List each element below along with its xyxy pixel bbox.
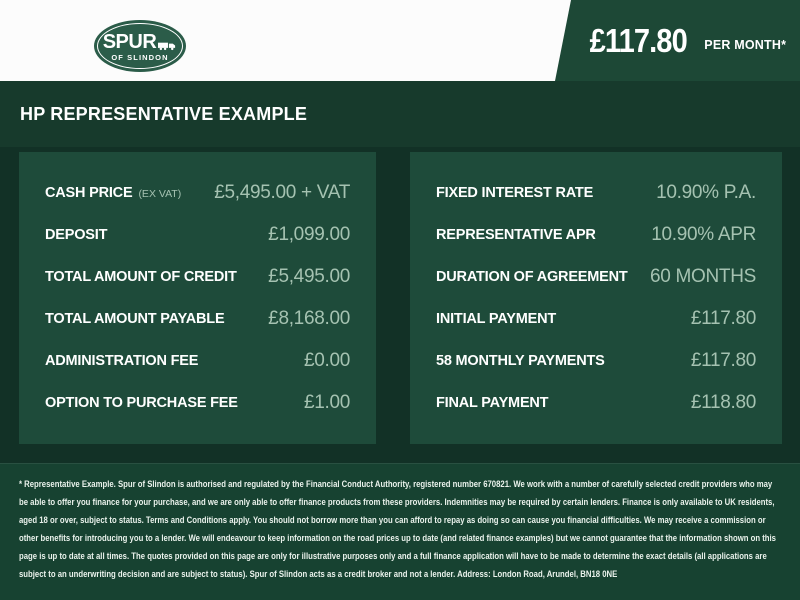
row-label: DURATION OF AGREEMENT xyxy=(436,269,628,285)
legal-footer: * Representative Example. Spur of Slindo… xyxy=(0,463,800,600)
spur-of-slindon-logo: SPUR OF SLINDON xyxy=(94,20,186,72)
title-band: HP REPRESENTATIVE EXAMPLE xyxy=(0,81,800,147)
monthly-price: £117.80 xyxy=(589,21,687,59)
legal-small-print: * Representative Example. Spur of Slindo… xyxy=(19,479,776,580)
row-value: £118.80 xyxy=(690,392,756,413)
finance-row: DEPOSIT £1,099.00 xyxy=(45,214,350,256)
finance-row: FINAL PAYMENT £118.80 xyxy=(436,382,756,424)
finance-row: ADMINISTRATION FEE £0.00 xyxy=(45,340,350,382)
finance-row: INITIAL PAYMENT £117.80 xyxy=(436,298,756,340)
finance-row: 58 MONTHLY PAYMENTS £117.80 xyxy=(436,340,756,382)
finance-panel-right: FIXED INTEREST RATE 10.90% P.A. REPRESEN… xyxy=(410,152,782,444)
finance-panel-left: CASH PRICE (EX VAT) £5,495.00 + VAT DEPOS… xyxy=(19,152,376,444)
monthly-price-flash: £117.80 PER MONTH* xyxy=(555,0,800,81)
finance-row: TOTAL AMOUNT OF CREDIT £5,495.00 xyxy=(45,256,350,298)
monthly-price-suffix: PER MONTH* xyxy=(704,38,787,52)
row-value: 10.90% P.A. xyxy=(656,182,756,203)
row-label: REPRESENTATIVE APR xyxy=(436,227,596,243)
finance-row: TOTAL AMOUNT PAYABLE £8,168.00 xyxy=(45,298,350,340)
page-title: HP REPRESENTATIVE EXAMPLE xyxy=(20,103,308,124)
row-value: £117.80 xyxy=(690,350,756,371)
finance-row: FIXED INTEREST RATE 10.90% P.A. xyxy=(436,172,756,214)
row-value: £1,099.00 xyxy=(268,224,350,245)
row-value: 60 MONTHS xyxy=(649,266,756,287)
finance-row: REPRESENTATIVE APR 10.90% APR xyxy=(436,214,756,256)
row-value: 10.90% APR xyxy=(651,224,756,245)
finance-row: CASH PRICE (EX VAT) £5,495.00 + VAT xyxy=(45,172,350,214)
row-label: ADMINISTRATION FEE xyxy=(45,353,199,369)
row-value: £5,495.00 xyxy=(268,266,350,287)
row-value: £5,495.00 + VAT xyxy=(214,182,350,203)
logo-ring xyxy=(97,23,183,69)
row-label: FINAL PAYMENT xyxy=(436,395,549,411)
row-label: CASH PRICE xyxy=(45,185,133,201)
row-note: (EX VAT) xyxy=(138,188,182,200)
row-value: £117.80 xyxy=(690,308,756,329)
row-label: 58 MONTHLY PAYMENTS xyxy=(436,353,605,369)
row-label: TOTAL AMOUNT PAYABLE xyxy=(45,311,225,327)
page-header: SPUR OF SLINDON £117.80 PER MONTH* xyxy=(0,0,800,81)
row-value: £0.00 xyxy=(303,350,350,371)
row-label: FIXED INTEREST RATE xyxy=(436,185,594,201)
finance-row: DURATION OF AGREEMENT 60 MONTHS xyxy=(436,256,756,298)
row-value: £8,168.00 xyxy=(268,308,350,329)
row-label: OPTION TO PURCHASE FEE xyxy=(45,395,238,411)
row-label: INITIAL PAYMENT xyxy=(436,311,556,327)
finance-row: OPTION TO PURCHASE FEE £1.00 xyxy=(45,382,350,424)
row-value: £1.00 xyxy=(303,392,350,413)
row-label: TOTAL AMOUNT OF CREDIT xyxy=(45,269,237,285)
row-label: DEPOSIT xyxy=(45,227,108,243)
